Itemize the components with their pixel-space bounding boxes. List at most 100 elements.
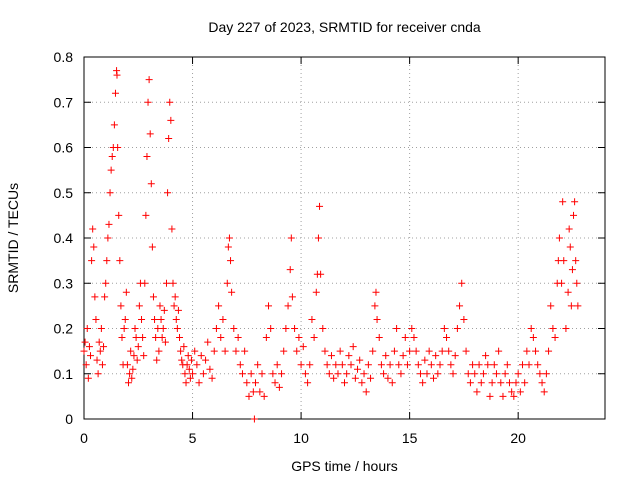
data-point xyxy=(146,130,154,138)
data-point xyxy=(127,347,135,355)
data-point xyxy=(155,347,163,355)
data-point xyxy=(103,257,111,265)
data-point xyxy=(317,270,325,278)
data-point xyxy=(133,356,141,364)
data-point xyxy=(293,347,301,355)
data-point xyxy=(475,361,483,369)
x-tick-label: 15 xyxy=(402,430,418,446)
data-point xyxy=(247,370,255,378)
x-axis-label: GPS time / hours xyxy=(291,458,398,474)
data-point xyxy=(540,388,548,396)
data-point xyxy=(495,347,503,355)
data-point xyxy=(464,370,472,378)
data-point xyxy=(484,361,492,369)
data-point xyxy=(98,361,106,369)
x-tick-label: 0 xyxy=(80,430,88,446)
data-point xyxy=(282,325,290,332)
data-point xyxy=(542,370,550,378)
data-point xyxy=(547,302,555,310)
data-point xyxy=(306,361,314,369)
data-point xyxy=(147,180,155,188)
data-point xyxy=(108,153,116,161)
data-point xyxy=(286,266,294,274)
data-point xyxy=(388,379,396,387)
data-point xyxy=(173,325,181,332)
data-point xyxy=(447,361,455,369)
data-point xyxy=(443,334,451,342)
data-point xyxy=(508,388,516,396)
data-point xyxy=(217,334,225,342)
x-tick-label: 10 xyxy=(293,430,309,446)
data-point xyxy=(122,288,130,296)
data-point xyxy=(510,392,518,400)
data-point xyxy=(184,352,192,360)
data-point xyxy=(178,356,186,364)
data-point xyxy=(241,347,249,355)
data-point xyxy=(82,361,90,369)
data-point xyxy=(367,374,375,382)
data-point xyxy=(304,379,312,387)
data-point xyxy=(193,361,201,369)
data-point xyxy=(116,257,124,265)
data-point xyxy=(110,121,118,129)
data-point xyxy=(453,325,461,332)
data-point xyxy=(139,334,147,342)
data-point xyxy=(538,379,546,387)
data-point xyxy=(445,347,453,355)
data-point xyxy=(225,234,233,242)
data-point xyxy=(360,370,368,378)
tick-labels: 0 0.1 0.2 0.3 0.4 0.5 0.6 0.7 0.8 0 5 10 15 20 xyxy=(54,49,527,446)
data-point xyxy=(149,293,157,301)
data-point xyxy=(549,325,557,332)
data-point xyxy=(238,370,246,378)
data-point xyxy=(414,361,422,369)
data-point xyxy=(115,211,123,219)
data-point xyxy=(471,370,479,378)
data-point xyxy=(566,243,574,251)
data-point xyxy=(434,370,442,378)
data-point xyxy=(212,325,220,332)
data-point xyxy=(551,334,559,342)
x-tick-label: 20 xyxy=(510,430,526,446)
x-tick-label: 5 xyxy=(189,430,197,446)
data-point xyxy=(403,361,411,369)
data-point xyxy=(347,361,355,369)
data-point xyxy=(260,392,268,400)
y-axis-label: SRMTID / TECUs xyxy=(5,183,21,293)
data-point xyxy=(138,315,146,323)
data-point xyxy=(382,352,390,360)
data-point xyxy=(466,379,474,387)
data-point xyxy=(278,370,286,378)
y-tick-label: 0.1 xyxy=(54,366,74,382)
y-tick-label: 0.4 xyxy=(54,230,74,246)
data-point xyxy=(488,379,496,387)
data-point xyxy=(425,347,433,355)
data-point xyxy=(132,334,140,342)
data-point xyxy=(288,293,296,301)
data-point xyxy=(482,352,490,360)
data-point xyxy=(148,243,156,251)
data-point xyxy=(81,338,89,346)
data-point xyxy=(497,379,505,387)
data-point xyxy=(321,347,329,355)
data-point xyxy=(473,388,481,396)
data-point xyxy=(191,347,199,355)
data-point xyxy=(380,370,388,378)
data-point xyxy=(160,306,168,314)
data-point xyxy=(349,343,357,351)
data-point xyxy=(332,361,340,369)
data-point xyxy=(113,71,121,79)
data-point xyxy=(369,347,377,355)
data-point xyxy=(162,279,170,287)
data-point xyxy=(449,370,457,378)
data-point xyxy=(145,76,153,84)
data-point xyxy=(151,315,159,323)
data-point xyxy=(256,388,264,396)
data-point xyxy=(284,302,292,310)
data-point xyxy=(117,302,125,310)
data-point xyxy=(100,343,108,351)
data-point xyxy=(258,370,266,378)
data-point xyxy=(111,89,119,97)
